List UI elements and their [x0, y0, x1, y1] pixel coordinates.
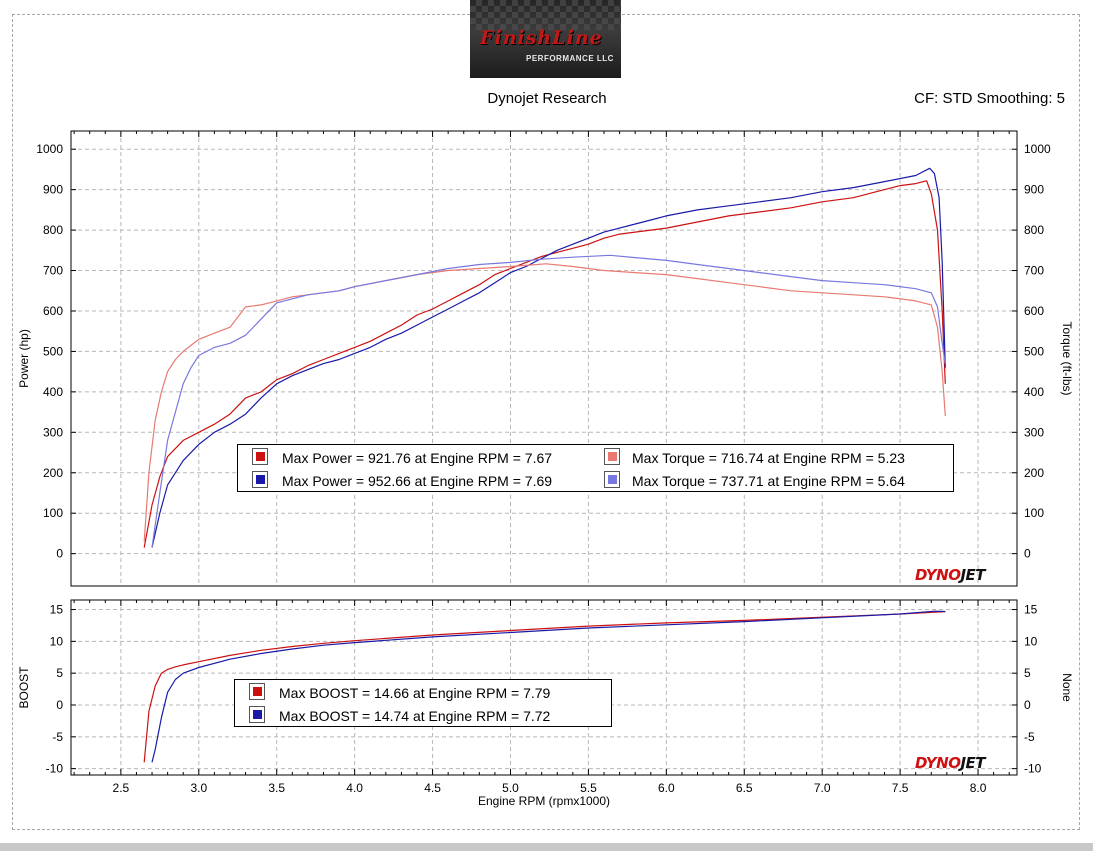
x-tick-label: 7.5: [892, 781, 909, 795]
y2-tick-label: -10: [1024, 762, 1042, 776]
x-axis-title: Engine RPM (rpmx1000): [478, 794, 610, 808]
y2-tick-label: 100: [1024, 506, 1044, 520]
legend-label: Max Torque = 716.74 at Engine RPM = 5.23: [632, 450, 905, 466]
legend-label: Max BOOST = 14.66 at Engine RPM = 7.79: [279, 685, 551, 701]
correction-factor-label: CF: STD Smoothing: 5: [914, 90, 1065, 107]
x-tick-label: 5.0: [502, 781, 519, 795]
y-tick-label: 400: [43, 385, 63, 399]
y2-tick-label: 500: [1024, 344, 1044, 358]
y-tick-label: 10: [50, 634, 64, 648]
y2-tick-label: 300: [1024, 425, 1044, 439]
chart-title: Dynojet Research: [487, 90, 607, 107]
x-tick-label: 3.5: [268, 781, 285, 795]
x-tick-label: 2.5: [113, 781, 130, 795]
legend-label: Max Power = 952.66 at Engine RPM = 7.69: [282, 473, 553, 489]
legend-swatch-red-power: [256, 452, 265, 461]
boost-legend: Max BOOST = 14.66 at Engine RPM = 7.79 M…: [234, 679, 612, 727]
dynojet-watermark-top: DYNOJET: [915, 566, 986, 584]
legend-swatch-red-boost: [253, 687, 262, 696]
y-tick-label: 5: [56, 666, 63, 680]
y2-tick-label: 0: [1024, 698, 1031, 712]
y2-tick-label: 400: [1024, 385, 1044, 399]
y-tick-label: 600: [43, 304, 63, 318]
dynojet-watermark-bottom: DYNOJET: [915, 754, 986, 772]
x-tick-label: 6.0: [658, 781, 675, 795]
legend-label: Max Power = 921.76 at Engine RPM = 7.67: [282, 450, 553, 466]
logo-sub-text: PERFORMANCE LLC: [526, 54, 614, 63]
y2-tick-label: 700: [1024, 264, 1044, 278]
y-tick-label: 200: [43, 466, 63, 480]
y2-tick-label: 0: [1024, 547, 1031, 561]
x-tick-label: 4.5: [424, 781, 441, 795]
y2-axis-title: Torque (ft-lbs): [1060, 321, 1074, 395]
y2-tick-label: 15: [1024, 603, 1038, 617]
legend-label: Max BOOST = 14.74 at Engine RPM = 7.72: [279, 708, 551, 724]
y2-tick-label: 10: [1024, 634, 1038, 648]
window-bottom-edge: [0, 843, 1093, 851]
legend-label: Max Torque = 737.71 at Engine RPM = 5.64: [632, 473, 905, 489]
series-line: [151, 610, 946, 763]
y2-tick-label: -5: [1024, 730, 1035, 744]
y-axis-title: BOOST: [17, 666, 31, 709]
logo-brand-text: FinishLine: [480, 27, 603, 49]
y2-tick-label: 200: [1024, 466, 1044, 480]
legend-swatch-blue-boost: [253, 710, 262, 719]
y-tick-label: 100: [43, 506, 63, 520]
y-tick-label: 900: [43, 183, 63, 197]
x-tick-label: 7.0: [814, 781, 831, 795]
legend-swatch-blue-torque: [608, 475, 617, 484]
power-torque-legend: Max Power = 921.76 at Engine RPM = 7.67 …: [237, 444, 954, 492]
y2-tick-label: 900: [1024, 183, 1044, 197]
x-tick-label: 6.5: [736, 781, 753, 795]
x-tick-label: 8.0: [970, 781, 987, 795]
x-tick-label: 5.5: [580, 781, 597, 795]
y2-axis-title: None: [1060, 673, 1074, 702]
y2-tick-label: 600: [1024, 304, 1044, 318]
finishline-logo: FinishLine PERFORMANCE LLC: [470, 0, 621, 78]
series-line: [151, 167, 946, 548]
series-line: [143, 180, 946, 548]
legend-swatch-red-torque: [608, 452, 617, 461]
checkered-flag-pattern: [470, 0, 621, 30]
y-tick-label: 700: [43, 264, 63, 278]
y-tick-label: 0: [56, 698, 63, 712]
y-tick-label: 0: [56, 547, 63, 561]
x-tick-label: 3.0: [190, 781, 207, 795]
y-tick-label: 800: [43, 223, 63, 237]
y2-tick-label: 5: [1024, 666, 1031, 680]
y-tick-label: 1000: [36, 142, 63, 156]
y-tick-label: 15: [50, 603, 64, 617]
y-axis-title: Power (hp): [17, 329, 31, 388]
series-line: [143, 611, 946, 763]
y2-tick-label: 1000: [1024, 142, 1051, 156]
y-tick-label: -5: [52, 730, 63, 744]
x-tick-label: 4.0: [346, 781, 363, 795]
y-tick-label: -10: [46, 762, 64, 776]
series-line: [151, 254, 946, 548]
y-tick-label: 300: [43, 425, 63, 439]
legend-swatch-blue-power: [256, 475, 265, 484]
y2-tick-label: 800: [1024, 223, 1044, 237]
plot-area: [70, 130, 1018, 587]
y-tick-label: 500: [43, 344, 63, 358]
